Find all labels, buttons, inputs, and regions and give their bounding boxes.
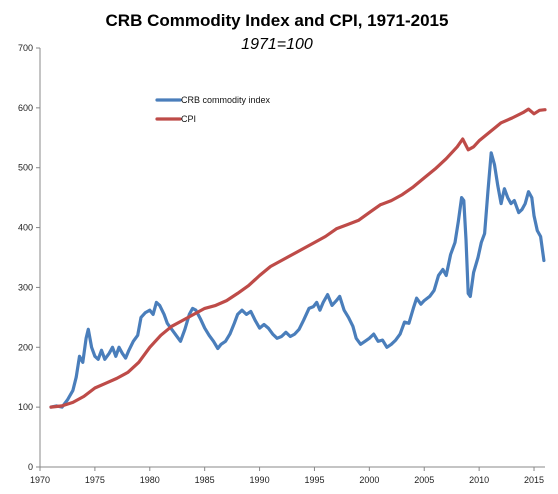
y-tick-label: 700	[18, 43, 33, 53]
series-line-crb	[49, 151, 546, 409]
chart-title: CRB Commodity Index and CPI, 1971-2015	[106, 11, 449, 30]
chart-subtitle: 1971=100	[241, 36, 313, 53]
x-tick-group: 1970 1975 1980 1985 1990 1995 2000 2005 2010 2015	[30, 467, 544, 485]
y-tick-label: 400	[18, 223, 33, 233]
x-tick-label: 1985	[195, 475, 215, 485]
y-tick-group: 0 100 200 300 400 500 600 700	[18, 43, 40, 472]
x-tick-label: 2010	[469, 475, 489, 485]
series-line-cpi	[49, 107, 547, 409]
legend: CRB commodity index CPI	[155, 95, 271, 124]
x-tick-label: 2015	[524, 475, 544, 485]
x-tick-label: 1975	[85, 475, 105, 485]
x-tick-label: 2000	[359, 475, 379, 485]
x-tick-label: 1980	[140, 475, 160, 485]
y-tick-label: 300	[18, 282, 33, 292]
series-layer	[49, 107, 547, 409]
y-tick-label: 500	[18, 163, 33, 173]
x-tick-label: 1995	[304, 475, 324, 485]
y-tick-label: 0	[28, 462, 33, 472]
x-tick-label: 2005	[414, 475, 434, 485]
x-tick-label: 1990	[250, 475, 270, 485]
y-tick-label: 600	[18, 103, 33, 113]
y-tick-label: 200	[18, 342, 33, 352]
legend-label: CRB commodity index	[181, 95, 271, 105]
legend-label: CPI	[181, 114, 196, 124]
y-tick-label: 100	[18, 402, 33, 412]
x-tick-label: 1970	[30, 475, 50, 485]
